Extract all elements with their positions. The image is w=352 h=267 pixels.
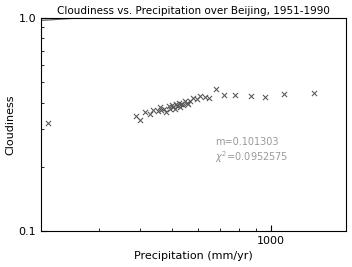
Point: [168, 107, 173, 111]
Text: m=0.101303
$\chi^2$=0.0952575: m=0.101303 $\chi^2$=0.0952575: [215, 137, 288, 165]
Point: [282, 92, 287, 96]
Point: [166, 104, 172, 108]
Point: [232, 93, 238, 97]
Title: Cloudiness vs. Precipitation over Beijing, 1951-1990: Cloudiness vs. Precipitation over Beijin…: [57, 6, 330, 15]
Point: [133, 114, 139, 119]
Point: [221, 93, 227, 97]
Point: [185, 102, 191, 106]
Point: [151, 108, 156, 112]
Point: [170, 105, 176, 109]
Point: [177, 105, 183, 109]
Point: [142, 110, 148, 115]
Point: [155, 109, 161, 113]
Point: [194, 97, 199, 101]
Point: [173, 102, 179, 106]
Point: [206, 96, 212, 100]
Point: [137, 118, 143, 123]
Point: [147, 112, 153, 116]
Point: [158, 108, 164, 112]
Point: [176, 100, 182, 105]
Point: [184, 100, 189, 105]
Point: [262, 95, 268, 99]
Point: [188, 99, 193, 104]
Point: [311, 91, 316, 95]
Point: [213, 87, 218, 91]
Point: [175, 104, 180, 108]
Point: [248, 94, 253, 98]
Point: [197, 94, 203, 98]
Point: [202, 95, 207, 99]
Point: [182, 99, 188, 104]
Point: [45, 121, 51, 125]
Point: [180, 103, 186, 107]
Point: [162, 107, 167, 111]
Point: [169, 103, 175, 107]
Point: [172, 107, 177, 111]
Y-axis label: Cloudiness: Cloudiness: [6, 94, 15, 155]
Point: [157, 105, 163, 109]
Point: [163, 110, 169, 115]
Point: [178, 102, 184, 106]
X-axis label: Precipitation (mm/yr): Precipitation (mm/yr): [134, 252, 253, 261]
Point: [190, 96, 196, 100]
